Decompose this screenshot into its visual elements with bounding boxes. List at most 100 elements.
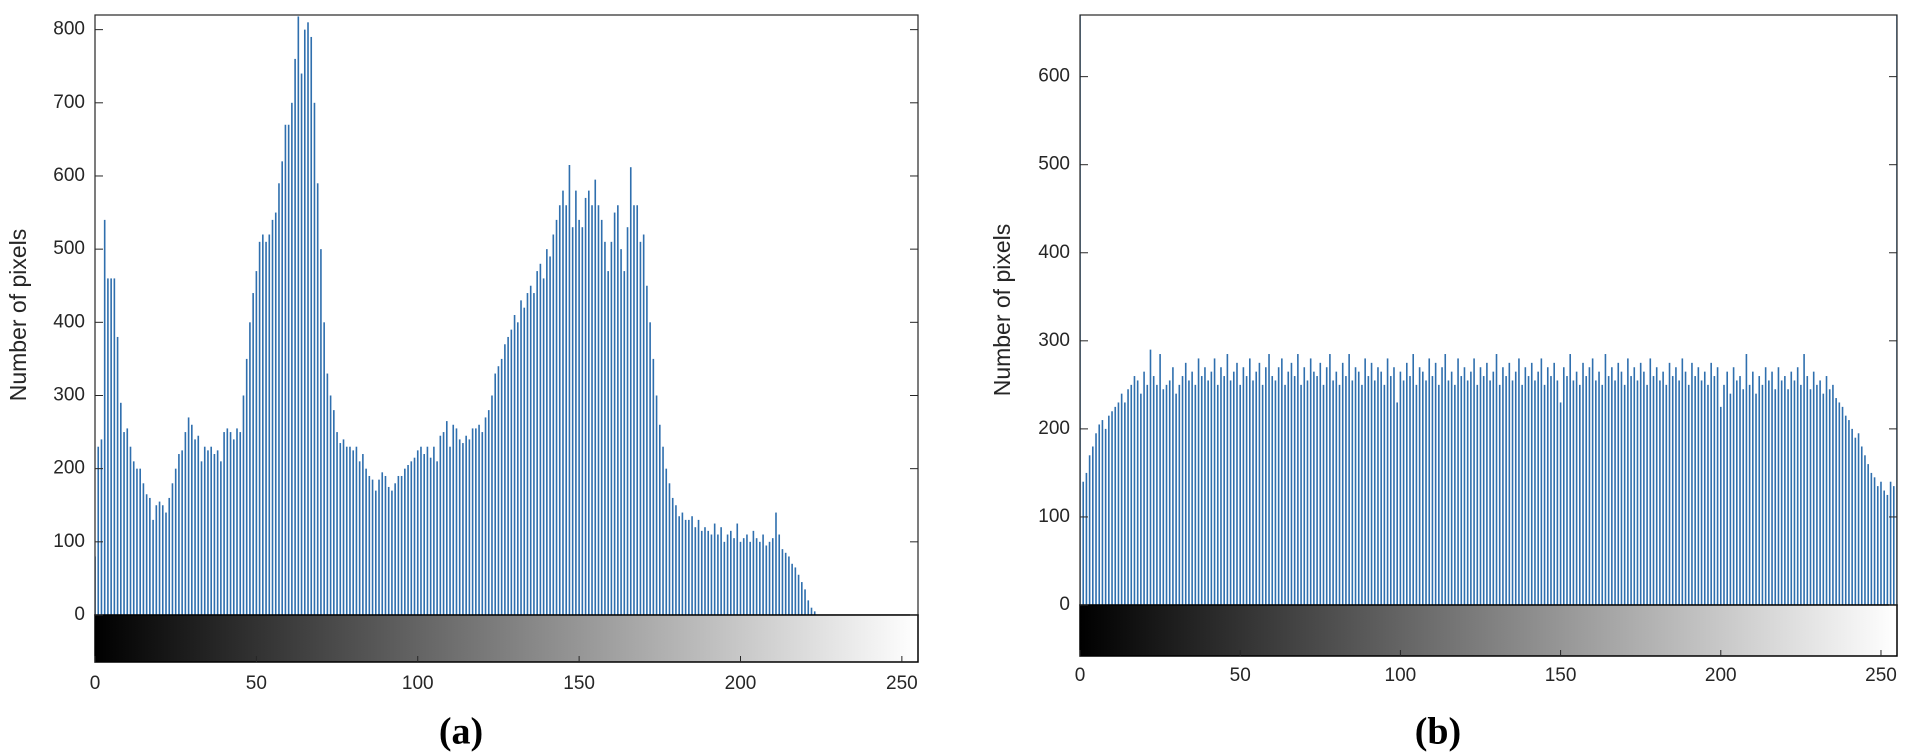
bar [265, 241, 267, 615]
bar [145, 494, 148, 615]
bar [607, 271, 609, 615]
bar [623, 271, 626, 615]
bar [1492, 371, 1495, 605]
bars [1080, 15, 1897, 605]
bar [723, 541, 726, 615]
bar [513, 315, 516, 615]
bar [1832, 384, 1834, 605]
bar [1258, 362, 1261, 605]
bar [1412, 354, 1415, 605]
bar [1892, 486, 1895, 605]
bar [578, 219, 580, 615]
bar [1598, 371, 1600, 605]
bar [413, 457, 416, 615]
bar [139, 468, 141, 615]
bar [1784, 376, 1786, 605]
bar [1402, 380, 1405, 605]
bar [1409, 376, 1411, 605]
bar [1313, 371, 1315, 605]
y-tick-label: 800 [53, 19, 85, 40]
bar [801, 582, 803, 615]
bar [323, 322, 325, 615]
bar [1716, 367, 1719, 605]
bar [1652, 376, 1655, 605]
bar [1623, 384, 1626, 605]
bar [103, 219, 106, 615]
bar [730, 530, 732, 615]
bar [358, 461, 361, 615]
bar [1537, 371, 1539, 605]
bar [1162, 389, 1165, 605]
y-tick-label: 400 [53, 311, 85, 332]
bar [426, 446, 429, 615]
bar [762, 534, 764, 615]
bar [1281, 358, 1283, 605]
y-tick-label: 400 [1038, 242, 1070, 263]
bar [1287, 371, 1290, 605]
bar [797, 574, 800, 615]
y-tick-label: 500 [1038, 154, 1070, 175]
bar [1553, 362, 1555, 605]
bar [468, 439, 471, 615]
bar [1265, 367, 1267, 605]
bar [491, 395, 493, 615]
bar [1514, 371, 1517, 605]
bar [684, 519, 687, 615]
bar [1604, 354, 1607, 605]
bar [281, 161, 283, 615]
bar [1607, 376, 1610, 605]
bar [1120, 393, 1123, 605]
bar [1168, 380, 1171, 605]
bar [1796, 367, 1799, 605]
bar [558, 205, 561, 615]
y-tick-label: 300 [1038, 330, 1070, 351]
y-tick-label: 200 [53, 458, 85, 479]
bar [1800, 384, 1802, 605]
y-axis-label: Number of pixels [5, 229, 31, 402]
bar [1524, 367, 1527, 605]
bar [1867, 464, 1869, 605]
bar [700, 530, 703, 615]
bar [1643, 371, 1645, 605]
bar [226, 428, 229, 615]
bar [1742, 389, 1745, 605]
bar [1284, 384, 1286, 605]
bar [1562, 367, 1565, 605]
y-tick-label: 700 [53, 92, 85, 113]
bar [675, 505, 677, 615]
bar [620, 249, 622, 615]
bar [1454, 384, 1456, 605]
y-tick-label: 100 [1038, 506, 1070, 527]
bar [1348, 354, 1350, 605]
bar [1194, 384, 1197, 605]
bar [1601, 384, 1604, 605]
bar [1713, 376, 1716, 605]
bar [1213, 358, 1216, 605]
bar [1431, 376, 1434, 605]
bar [539, 263, 542, 615]
bar [1345, 376, 1347, 605]
bar [462, 443, 464, 615]
bar [1559, 402, 1562, 605]
bar [1434, 362, 1437, 605]
bar [1306, 380, 1309, 605]
bar [116, 336, 119, 615]
bar [617, 205, 619, 615]
bar [297, 16, 300, 615]
bar [1239, 384, 1241, 605]
bar [1530, 362, 1533, 605]
bar [1691, 362, 1693, 605]
bar [249, 322, 251, 615]
bar [1828, 389, 1831, 605]
bar [1335, 371, 1338, 605]
bar [1242, 367, 1245, 605]
bar [694, 527, 697, 615]
bar [1329, 354, 1331, 605]
bar [1668, 362, 1671, 605]
bar [1476, 384, 1479, 605]
y-tick-label: 500 [53, 238, 85, 259]
bar [1851, 428, 1853, 605]
bar [1761, 384, 1764, 605]
x-tick-label: 200 [725, 673, 757, 694]
bar [203, 446, 206, 615]
